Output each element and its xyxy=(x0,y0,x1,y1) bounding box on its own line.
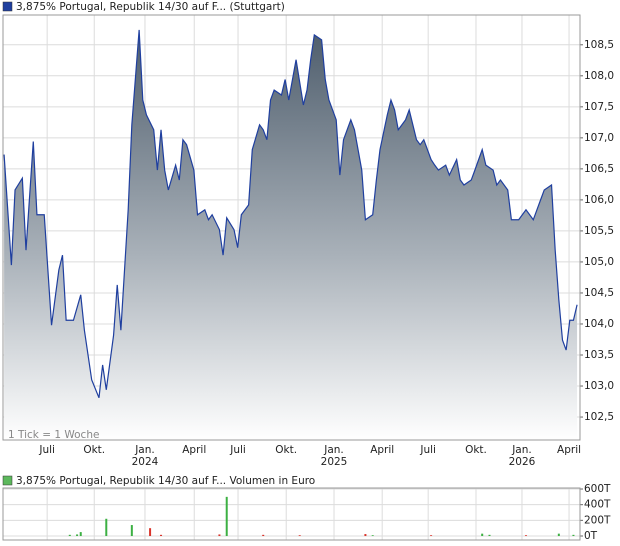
plot-area xyxy=(3,488,580,540)
volume-bar xyxy=(557,533,560,537)
x-year-label: 2026 xyxy=(509,456,536,468)
volume-bar xyxy=(160,534,163,537)
x-tick-label: April xyxy=(370,444,394,456)
x-tick-label: Jan. xyxy=(323,444,344,456)
plot-frame xyxy=(2,14,581,441)
y-tick-label: 104,5 xyxy=(584,287,614,299)
volume-bar xyxy=(218,534,221,537)
volume-bar xyxy=(524,535,527,537)
price-line xyxy=(3,29,578,399)
volume-bar xyxy=(225,496,228,537)
x-tick-label: Jan. xyxy=(134,444,155,456)
price-panel: Juli Okt. Jan. April Juli Okt. Jan. April Juli Ok… xyxy=(2,14,614,468)
volume-bar xyxy=(76,534,79,537)
volume-panel: 0T 200T 400T 600T xyxy=(2,483,611,542)
x-tick-label: Juli xyxy=(38,444,55,456)
volume-bar xyxy=(481,533,484,537)
x-tick-label: Okt. xyxy=(465,444,487,456)
footnote: 1 Tick = 1 Woche xyxy=(8,429,99,441)
plot-frame xyxy=(2,487,581,541)
legend-label: 3,875% Portugal, Republik 14/30 auf F...… xyxy=(16,1,285,13)
y-tick-label: 108,0 xyxy=(584,70,614,82)
y-tick-label: 105,0 xyxy=(584,256,614,268)
volume-bar xyxy=(371,535,374,537)
y-tick-label: 108,5 xyxy=(584,39,614,51)
y-tick-label: 400T xyxy=(584,499,611,511)
x-tick-label: Juli xyxy=(229,444,246,456)
x-tick-label: April xyxy=(182,444,206,456)
x-tick-label: Juli xyxy=(419,444,436,456)
y-tick-label: 107,0 xyxy=(584,132,614,144)
volume-bar xyxy=(430,535,433,537)
volume-bar xyxy=(79,532,82,537)
legend-label: 3,875% Portugal, Republik 14/30 auf F...… xyxy=(16,475,315,487)
y-tick-label: 106,0 xyxy=(584,194,614,206)
y-tick-label: 103,0 xyxy=(584,380,614,392)
y-tick-label: 200T xyxy=(584,514,611,526)
volume-bar xyxy=(105,518,108,537)
x-year-label: 2024 xyxy=(132,456,159,468)
y-tick-label: 106,5 xyxy=(584,163,614,175)
y-tick-label: 0T xyxy=(584,530,598,542)
y-tick-label: 600T xyxy=(584,483,611,495)
y-tick-label: 105,5 xyxy=(584,225,614,237)
x-tick-label: April xyxy=(557,444,581,456)
y-tick-label: 107,5 xyxy=(584,101,614,113)
x-tick-label: Okt. xyxy=(275,444,297,456)
x-year-label: 2025 xyxy=(321,456,348,468)
volume-bar xyxy=(130,525,133,537)
volume-bar xyxy=(262,534,265,537)
y-tick-label: 102,5 xyxy=(584,411,614,423)
volume-bar xyxy=(572,534,575,537)
x-tick-label: Jan. xyxy=(511,444,532,456)
y-tick-label: 104,0 xyxy=(584,318,614,330)
volume-bar xyxy=(298,535,301,537)
x-tick-label: Okt. xyxy=(83,444,105,456)
y-tick-label: 103,5 xyxy=(584,349,614,361)
area-fill xyxy=(4,29,578,440)
volume-bar xyxy=(488,534,491,537)
legend-swatch xyxy=(2,475,13,486)
volume-bar xyxy=(149,528,152,537)
volume-bar xyxy=(68,534,71,537)
volume-bar xyxy=(364,534,367,537)
legend-swatch xyxy=(2,1,13,12)
